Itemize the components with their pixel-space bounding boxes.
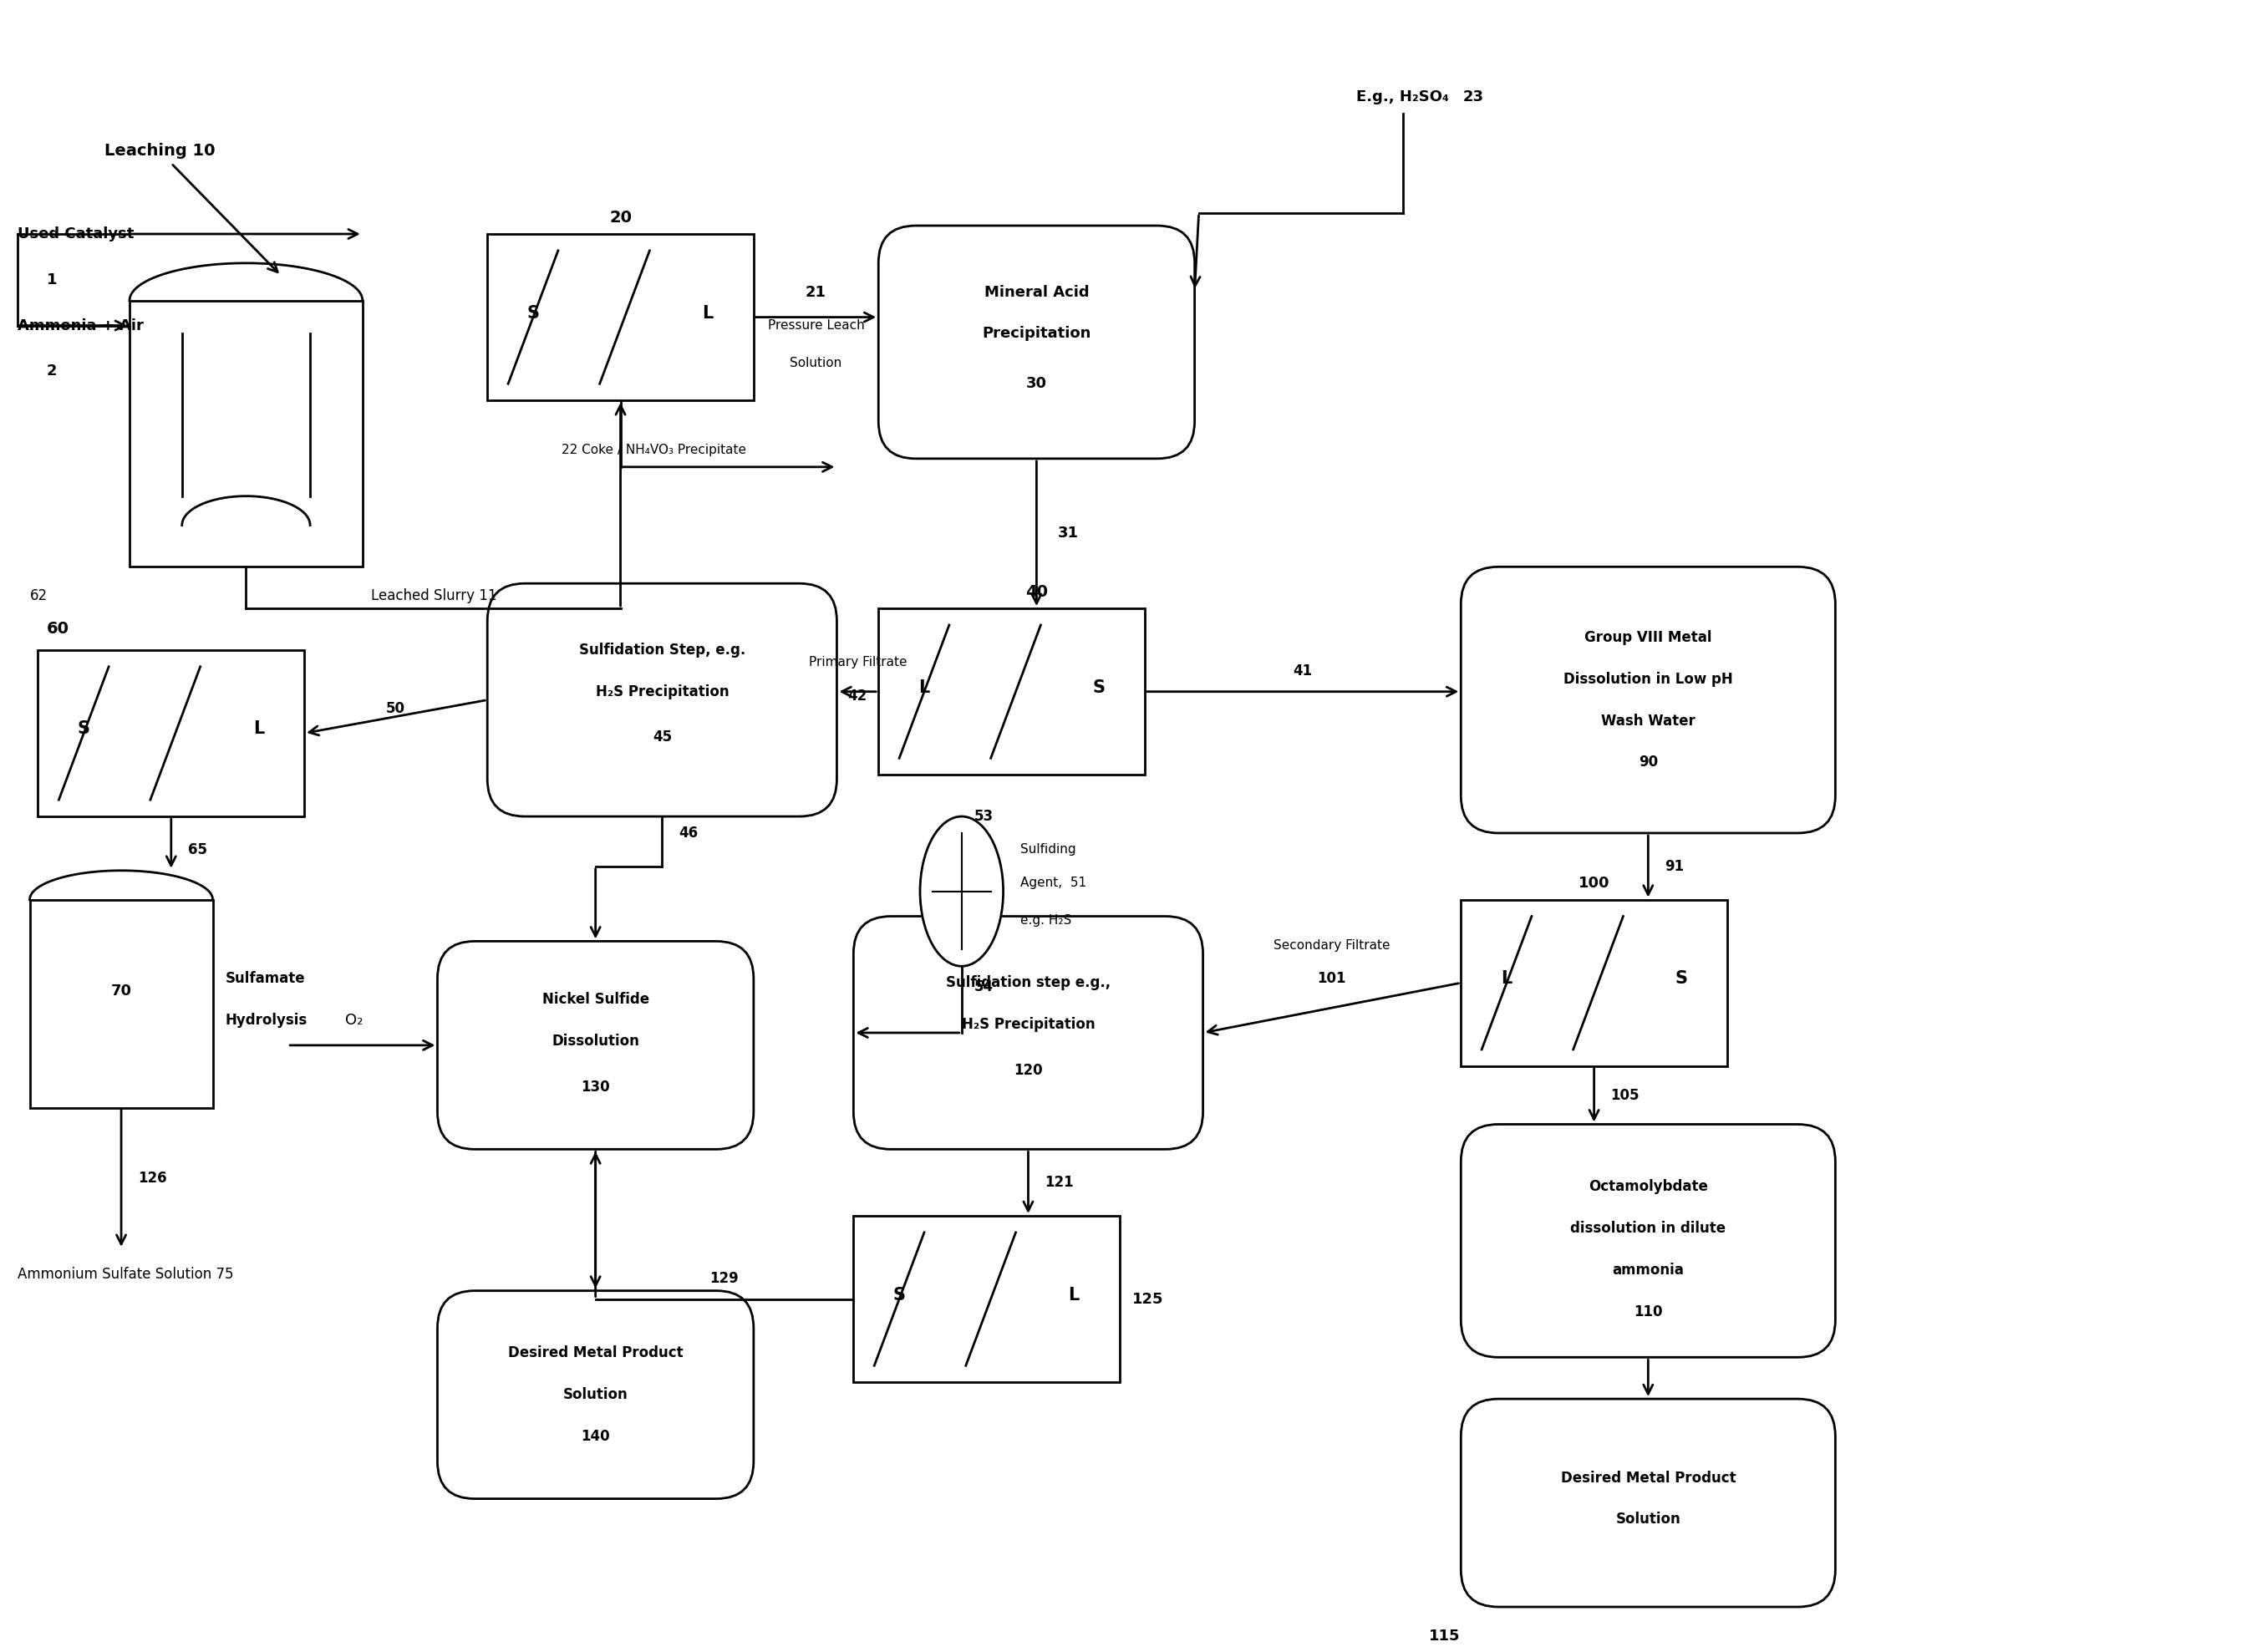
Text: 60: 60 [47,621,70,638]
Text: Wash Water: Wash Water [1601,714,1695,729]
Text: L: L [253,720,265,737]
Text: S: S [78,720,90,737]
Text: L: L [1502,970,1511,986]
Text: Secondary Filtrate: Secondary Filtrate [1273,938,1390,952]
Text: H₂S Precipitation: H₂S Precipitation [596,684,729,699]
Text: Desired Metal Product: Desired Metal Product [1560,1470,1735,1485]
Text: S: S [892,1287,906,1303]
Text: 101: 101 [1318,971,1347,986]
FancyBboxPatch shape [879,226,1195,459]
Text: 41: 41 [1294,664,1312,679]
FancyBboxPatch shape [854,917,1204,1150]
Text: Sulfidation Step, e.g.: Sulfidation Step, e.g. [578,643,744,657]
Text: S: S [1092,679,1105,695]
Bar [130,301,363,567]
Bar [487,235,753,400]
Text: Leaching 10: Leaching 10 [105,142,215,159]
Text: Precipitation: Precipitation [982,327,1092,342]
Text: dissolution in dilute: dissolution in dilute [1569,1221,1726,1236]
Text: 90: 90 [1639,755,1657,770]
FancyBboxPatch shape [437,1290,753,1498]
Text: L: L [919,679,930,695]
Text: Solution: Solution [563,1388,628,1403]
Text: 120: 120 [1013,1062,1043,1077]
Text: 42: 42 [847,689,868,704]
Text: 100: 100 [1578,876,1610,890]
Text: L: L [702,304,713,322]
Text: O₂: O₂ [345,1013,363,1028]
Text: Hydrolysis: Hydrolysis [224,1013,307,1028]
Text: 53: 53 [973,809,993,824]
Text: Leached Slurry 11: Leached Slurry 11 [370,588,498,603]
Text: 21: 21 [805,284,827,299]
Text: Ammonia + Air: Ammonia + Air [18,317,143,334]
Text: Mineral Acid: Mineral Acid [984,284,1090,299]
Text: H₂S Precipitation: H₂S Precipitation [962,1018,1094,1032]
Text: 54: 54 [973,980,993,995]
Text: Primary Filtrate: Primary Filtrate [809,656,906,669]
FancyBboxPatch shape [1462,567,1836,833]
Text: 45: 45 [652,730,673,745]
Text: 125: 125 [1132,1292,1164,1307]
Text: 110: 110 [1634,1303,1664,1318]
Text: 46: 46 [679,826,697,841]
FancyBboxPatch shape [1462,1399,1836,1607]
Bar [38,649,305,816]
Text: e.g. H₂S: e.g. H₂S [1020,914,1072,927]
Text: S: S [1675,970,1688,986]
Text: 50: 50 [386,700,406,715]
Text: Octamolybdate: Octamolybdate [1587,1180,1708,1194]
Text: 31: 31 [1058,525,1078,542]
Text: 105: 105 [1610,1087,1639,1102]
Text: Sulfidation step e.g.,: Sulfidation step e.g., [946,975,1110,990]
Text: 30: 30 [1027,377,1047,392]
Text: 20: 20 [610,210,632,225]
Text: 1: 1 [47,273,56,287]
Text: 2: 2 [47,363,56,378]
Ellipse shape [919,816,1002,966]
Text: Desired Metal Product: Desired Metal Product [509,1346,684,1361]
Text: Solution: Solution [1616,1512,1682,1526]
Text: 91: 91 [1666,859,1684,874]
Text: 130: 130 [581,1079,610,1094]
Text: Agent,  51: Agent, 51 [1020,877,1085,889]
Text: 121: 121 [1045,1175,1074,1189]
Text: 115: 115 [1428,1629,1460,1644]
Text: 129: 129 [711,1270,740,1285]
Bar [1462,900,1726,1066]
Text: Sulfiding: Sulfiding [1020,844,1076,856]
Bar [854,1216,1119,1383]
Text: Dissolution in Low pH: Dissolution in Low pH [1563,672,1733,687]
Text: 65: 65 [188,843,206,857]
Text: 140: 140 [581,1429,610,1444]
FancyBboxPatch shape [1462,1125,1836,1358]
Text: 126: 126 [137,1171,166,1186]
Text: Group VIII Metal: Group VIII Metal [1585,629,1713,644]
Text: S: S [527,304,540,322]
Text: Nickel Sulfide: Nickel Sulfide [543,991,648,1008]
Text: Used Catalyst: Used Catalyst [18,226,135,241]
Text: Sulfamate: Sulfamate [224,971,305,986]
Text: ammonia: ammonia [1612,1262,1684,1277]
Bar [29,900,213,1107]
Text: 23: 23 [1464,89,1484,104]
Bar [879,608,1146,775]
FancyBboxPatch shape [487,583,836,816]
Text: Pressure Leach: Pressure Leach [767,319,865,332]
Text: 22 Coke / NH₄VO₃ Precipitate: 22 Coke / NH₄VO₃ Precipitate [560,444,747,456]
Text: 62: 62 [29,588,47,603]
FancyBboxPatch shape [437,942,753,1150]
Text: Solution: Solution [789,357,843,368]
Text: L: L [1069,1287,1078,1303]
Text: 40: 40 [1025,583,1047,600]
Text: Dissolution: Dissolution [552,1034,639,1049]
Text: 70: 70 [110,983,132,999]
Text: Ammonium Sulfate Solution 75: Ammonium Sulfate Solution 75 [18,1267,233,1282]
Text: E.g., H₂SO₄: E.g., H₂SO₄ [1356,89,1448,104]
